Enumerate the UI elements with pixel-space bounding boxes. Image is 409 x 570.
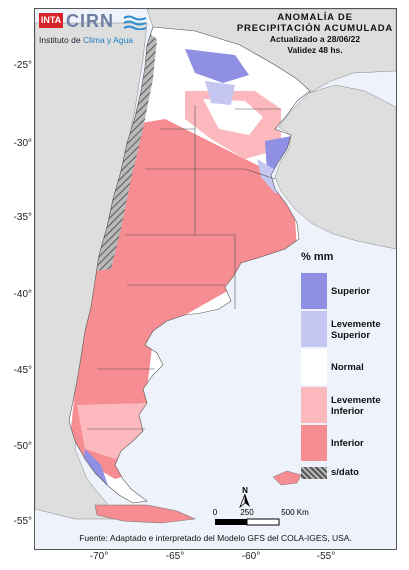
lon-label: -60° (241, 551, 261, 562)
brazil-uruguay-landmass (274, 84, 396, 250)
map-frame: INTA CIRN Instituto de Clima y Agua ANOM… (34, 8, 397, 550)
water-waves-icon (123, 15, 147, 30)
normal-north (203, 99, 263, 135)
legend-label: Superior (331, 286, 371, 297)
legend-label: Inferior (331, 438, 364, 449)
lat-label: -45° (13, 365, 32, 376)
title-line-1: ANOMALÍA DE (277, 12, 353, 23)
legend-swatch (301, 467, 327, 479)
inta-logo-mark: INTA (39, 13, 63, 28)
legend-swatch (301, 425, 327, 461)
logo-subtitle: Instituto de Clima y Agua (39, 35, 134, 45)
lat-label: -50° (13, 441, 32, 452)
updated-date: Actualizado a 28/06/22 (269, 34, 361, 44)
title-line-2: PRECIPITACIÓN ACUMULADA (236, 23, 394, 34)
legend-label: Levemente (331, 395, 381, 406)
legend-label: s/dato (331, 467, 359, 478)
legend-label-line2: Inferior (331, 406, 364, 417)
falkland-islands (272, 470, 302, 486)
legend-swatch (301, 387, 327, 423)
inferior-field (71, 119, 297, 479)
scale-tick-500: 500 Km (281, 508, 309, 517)
legend-label-line2: Superior (331, 330, 371, 341)
cirn-logo-text: CIRN (66, 11, 114, 31)
tierra-del-fuego-land (94, 504, 197, 524)
lat-label: -40° (13, 289, 32, 300)
legend-swatch (301, 349, 327, 385)
scale-tick-250: 250 (240, 508, 254, 517)
lon-label: -70° (89, 551, 109, 562)
lat-label: -25° (13, 60, 32, 71)
north-arrow-icon: N (239, 486, 250, 509)
anomaly-map (35, 9, 396, 524)
lon-label: -65° (165, 551, 185, 562)
legend-swatch (301, 273, 327, 309)
north-label: N (242, 486, 248, 495)
legend-unit: % mm (301, 251, 334, 263)
lev-superior-north (205, 81, 235, 105)
cirn-logo: INTA CIRN Instituto de Clima y Agua (39, 11, 151, 53)
legend-label: Normal (331, 362, 364, 373)
lat-label: -55° (13, 516, 32, 527)
superior-north (185, 49, 249, 83)
validity: Validez 48 hs. (287, 45, 343, 55)
lat-label: -35° (13, 212, 32, 223)
scale-tick-0: 0 (213, 508, 218, 517)
map-title: ANOMALÍA DE PRECIPITACIÓN ACUMULADA Actu… (235, 12, 395, 56)
legend-swatch (301, 311, 327, 347)
lon-label: -55° (316, 551, 336, 562)
source-note: Fuente: Adaptado e interpretado del Mode… (79, 533, 352, 543)
legend-label: Levemente (331, 319, 381, 330)
lat-label: -30° (13, 138, 32, 149)
scale-bar: 0 250 500 Km (213, 508, 309, 526)
